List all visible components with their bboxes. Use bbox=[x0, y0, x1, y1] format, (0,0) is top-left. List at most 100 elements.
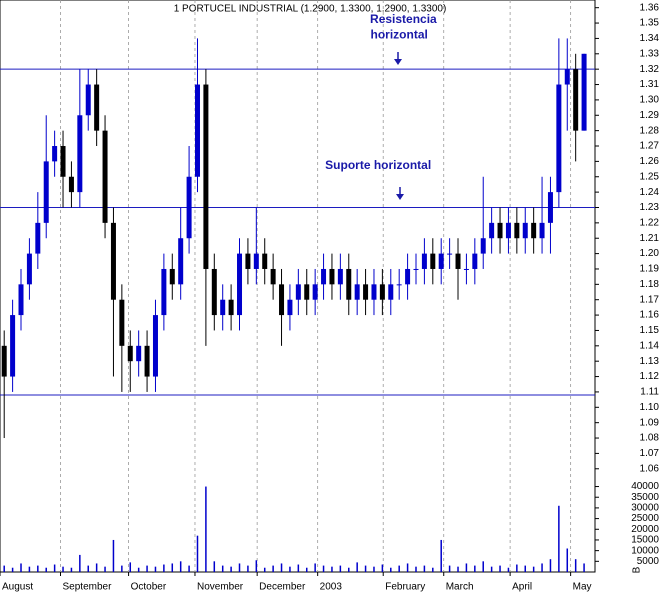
volume-bar bbox=[331, 566, 333, 572]
volume-bar bbox=[272, 565, 274, 572]
volume-bar bbox=[137, 567, 140, 572]
candle-body bbox=[497, 222, 503, 239]
y-tick-label: 1.35 bbox=[640, 18, 660, 29]
annotation: horizontal bbox=[371, 28, 428, 42]
candle-body bbox=[220, 299, 226, 316]
volume-bar bbox=[499, 565, 501, 572]
y-tick-label: 1.09 bbox=[640, 417, 660, 428]
x-tick-label: November bbox=[197, 582, 244, 592]
annotation: Resistencia bbox=[370, 12, 437, 26]
x-tick-label: August bbox=[2, 582, 33, 592]
y-tick-label: 1.26 bbox=[640, 156, 660, 167]
volume-bar bbox=[305, 567, 308, 572]
volume-bar bbox=[524, 565, 526, 572]
volume-bar bbox=[465, 563, 468, 572]
volume-bar bbox=[398, 565, 400, 572]
y-tick-label: 1.23 bbox=[640, 202, 660, 213]
candle-body bbox=[312, 284, 318, 300]
volume-bar bbox=[532, 566, 535, 572]
candle-body bbox=[245, 253, 251, 269]
y-tick-label: 1.32 bbox=[640, 64, 660, 75]
candle-body bbox=[388, 284, 394, 300]
y-tick-label: 1.19 bbox=[640, 264, 660, 275]
candle-body bbox=[94, 84, 100, 131]
volume-bar bbox=[415, 566, 417, 572]
candle-body bbox=[102, 130, 108, 223]
volume-bar bbox=[188, 565, 190, 572]
volume-bar bbox=[11, 567, 14, 572]
arrow-head bbox=[394, 59, 402, 65]
volume-bar bbox=[322, 565, 325, 572]
volume-bar bbox=[95, 563, 98, 572]
y-tick-label: 1.16 bbox=[640, 310, 660, 321]
volume-bar bbox=[339, 565, 342, 572]
volume-bar bbox=[70, 567, 73, 572]
candle-body bbox=[35, 222, 41, 254]
y-tick-label: 1.30 bbox=[640, 95, 660, 106]
candle-body bbox=[514, 222, 520, 239]
volume-bar bbox=[490, 566, 493, 572]
candle-body bbox=[295, 284, 301, 300]
candle-body bbox=[262, 253, 268, 269]
candle-body bbox=[396, 284, 402, 286]
candle-body bbox=[119, 299, 125, 346]
volume-bar bbox=[440, 539, 442, 572]
candle-body bbox=[329, 268, 335, 285]
volume-bar bbox=[255, 560, 258, 572]
volume-bar bbox=[549, 559, 552, 572]
candle-body bbox=[136, 345, 142, 362]
x-tick-label: April bbox=[512, 582, 532, 592]
candle-body bbox=[480, 238, 486, 254]
annotation: Suporte horizontal bbox=[325, 158, 431, 172]
volume-bar bbox=[154, 566, 157, 572]
volume-bar bbox=[171, 563, 174, 572]
y2-tick-label: 5000 bbox=[637, 556, 660, 567]
candle-body bbox=[43, 161, 49, 223]
candle-body bbox=[152, 315, 158, 377]
y-tick-label: 1.22 bbox=[640, 218, 660, 229]
volume-bar bbox=[121, 565, 123, 572]
candle-body bbox=[472, 253, 478, 269]
y-tick-label: 1.21 bbox=[640, 233, 660, 244]
candle-body bbox=[539, 222, 545, 239]
x-tick-label: 2003 bbox=[320, 582, 343, 592]
candle-body bbox=[447, 253, 453, 255]
candle-body bbox=[354, 284, 360, 300]
candle-body bbox=[228, 299, 234, 316]
arrow-head bbox=[396, 194, 404, 200]
volume-bar bbox=[574, 559, 577, 572]
volume-bar bbox=[179, 561, 182, 572]
candle-body bbox=[522, 222, 528, 239]
candle-body bbox=[413, 268, 419, 270]
candle-body bbox=[455, 253, 461, 269]
candle-body bbox=[438, 253, 444, 269]
volume-bar bbox=[432, 567, 434, 572]
volume-bar bbox=[348, 567, 350, 572]
candle-body bbox=[211, 268, 217, 316]
candle-body bbox=[346, 268, 352, 300]
volume-bar bbox=[263, 567, 266, 572]
volume-bar bbox=[37, 565, 39, 572]
candle-body bbox=[337, 268, 343, 285]
y2-tick-label: 10000 bbox=[631, 545, 659, 556]
y2-tick-label: 40000 bbox=[631, 481, 659, 492]
x-tick-label: October bbox=[131, 582, 167, 592]
volume-bar bbox=[20, 563, 22, 572]
candle-body bbox=[371, 284, 377, 300]
candle-body bbox=[573, 69, 579, 131]
y-tick-label: 1.28 bbox=[640, 125, 660, 136]
candle-body bbox=[547, 192, 553, 223]
y-tick-label: 1.10 bbox=[640, 402, 660, 413]
candle-body bbox=[279, 284, 285, 316]
volume-bar bbox=[45, 567, 47, 572]
y-tick-label: 1.08 bbox=[640, 433, 660, 444]
y-tick-label: 1.15 bbox=[640, 325, 660, 336]
candle-body bbox=[144, 345, 150, 377]
y-tick-label: 1.13 bbox=[640, 356, 660, 367]
y-tick-label: 1.25 bbox=[640, 171, 660, 182]
y-tick-label: 1.24 bbox=[640, 187, 660, 198]
y-tick-label: 1.29 bbox=[640, 110, 660, 121]
volume-bar bbox=[406, 563, 409, 572]
volume-bar bbox=[390, 567, 392, 572]
y2-tick-label: 35000 bbox=[631, 492, 659, 503]
